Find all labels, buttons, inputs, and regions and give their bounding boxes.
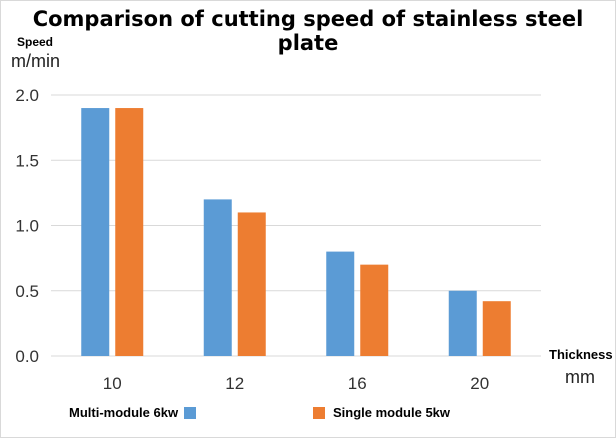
legend-label: Single module 5kw <box>333 405 451 420</box>
bar-single-module-20 <box>482 301 511 356</box>
bar-single-module-10 <box>115 108 144 356</box>
bar-multi-module-12 <box>203 199 232 356</box>
bar-single-module-16 <box>360 264 389 356</box>
legend-label: Multi-module 6kw <box>69 405 179 420</box>
x-tick-label: 20 <box>470 374 489 393</box>
bar-single-module-12 <box>237 212 266 356</box>
legend-item-multi-module: Multi-module 6kw <box>69 405 197 420</box>
y-tick-label: 2.0 <box>15 86 39 105</box>
y-axis-unit: m/min <box>11 51 60 71</box>
x-tick-label: 16 <box>348 374 367 393</box>
y-tick-label: 0.0 <box>15 347 39 366</box>
legend-swatch <box>184 406 197 419</box>
x-axis-unit: mm <box>565 367 595 387</box>
x-tick-label: 10 <box>103 374 122 393</box>
x-tick-label: 12 <box>225 374 244 393</box>
bar-multi-module-16 <box>326 251 355 356</box>
bar-multi-module-10 <box>81 108 110 356</box>
y-tick-label: 0.5 <box>15 282 39 301</box>
y-axis-label: Speed <box>17 35 54 49</box>
chart-title: Comparison of cutting speed of stainless… <box>32 7 584 55</box>
legend-item-single-module: Single module 5kw <box>313 405 456 420</box>
x-axis-label: Thickness <box>549 347 613 362</box>
y-tick-label: 1.0 <box>15 217 39 236</box>
legend-swatch <box>313 406 325 419</box>
bar-multi-module-20 <box>448 290 477 356</box>
y-tick-label: 1.5 <box>15 151 39 170</box>
